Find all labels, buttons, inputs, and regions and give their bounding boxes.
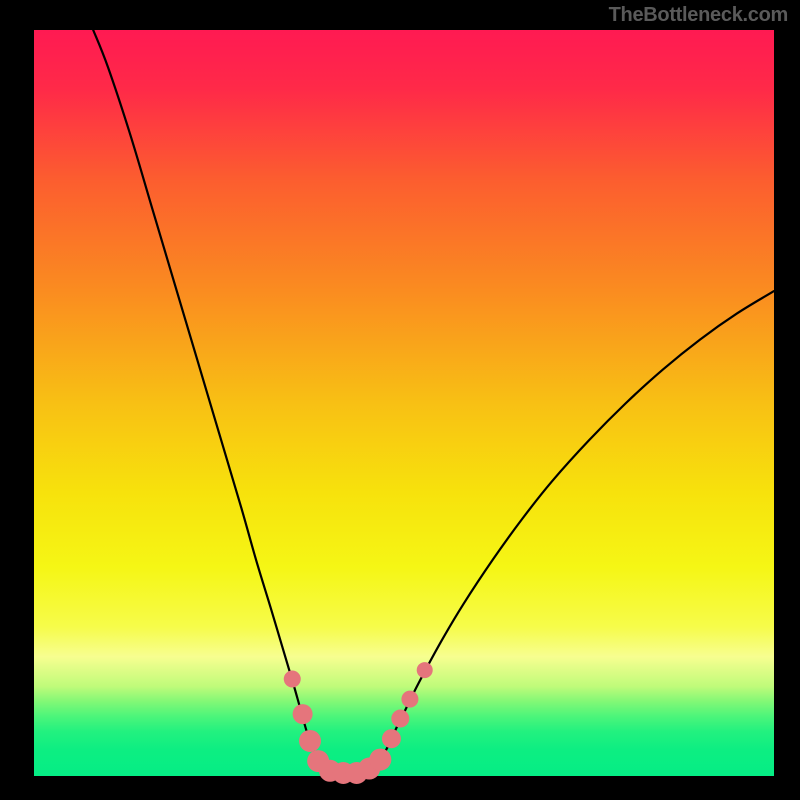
watermark-label: TheBottleneck.com	[609, 4, 788, 27]
curve-marker	[417, 662, 433, 678]
curve-marker	[284, 671, 301, 688]
curve-marker	[369, 749, 391, 771]
curve-marker	[382, 729, 401, 748]
bottleneck-curve-chart	[0, 0, 800, 800]
curve-marker	[299, 730, 321, 752]
curve-marker	[401, 691, 418, 708]
chart-plot-bg	[34, 30, 774, 776]
curve-marker	[293, 704, 313, 724]
chart-container: TheBottleneck.com	[0, 0, 800, 800]
curve-marker	[391, 710, 409, 728]
